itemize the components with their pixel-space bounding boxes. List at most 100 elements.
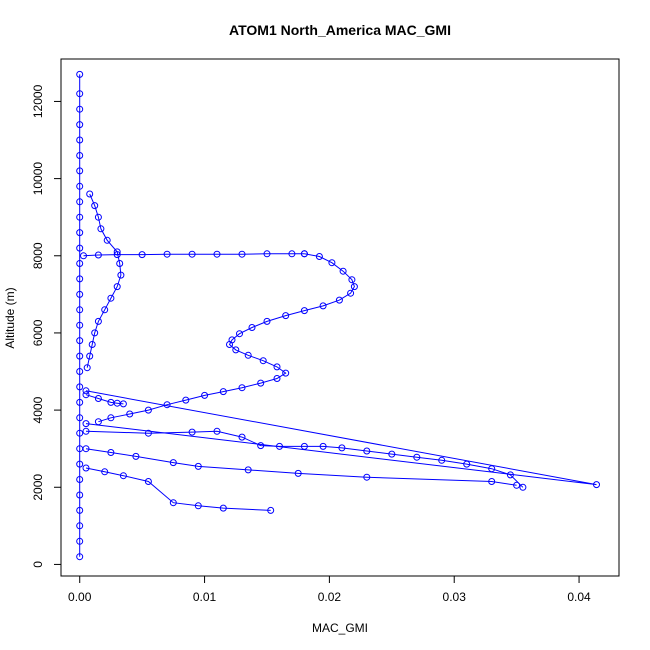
data-point [263, 317, 271, 325]
data-point [76, 522, 84, 530]
data-point [82, 420, 90, 428]
y-tick-label: 0 [31, 561, 45, 568]
series-0 [76, 70, 84, 561]
data-point [388, 450, 396, 458]
data-point [76, 136, 84, 144]
series-5 [82, 445, 521, 489]
data-point [144, 429, 152, 437]
y-axis: 0 2000 4000 6000 8000 10000 12000 [31, 84, 61, 568]
data-point [101, 468, 109, 476]
series-8 [82, 391, 127, 408]
data-point [76, 398, 84, 406]
data-point [276, 442, 283, 450]
data-point [188, 250, 196, 258]
data-point [82, 391, 90, 399]
data-point [94, 251, 102, 259]
data-point [335, 296, 343, 304]
data-point [300, 250, 308, 258]
series-line [85, 394, 124, 405]
data-point [126, 410, 134, 418]
series-6 [82, 464, 275, 514]
data-point [248, 324, 256, 331]
data-point [300, 307, 308, 315]
data-point [76, 152, 84, 159]
data-point [438, 456, 446, 464]
data-point [213, 427, 221, 435]
data-point [76, 337, 84, 345]
y-tick-label: 8000 [31, 242, 45, 269]
data-point [76, 321, 84, 329]
data-point [194, 462, 202, 470]
data-point [101, 306, 109, 314]
x-axis-label: MAC_GMI [312, 621, 368, 635]
y-tick-label: 10000 [31, 162, 45, 196]
data-point [97, 225, 105, 233]
data-point [363, 447, 371, 455]
data-point [348, 276, 356, 284]
data-point [82, 427, 90, 435]
data-point [76, 383, 84, 391]
data-point [413, 453, 421, 461]
y-tick-label: 6000 [31, 319, 45, 346]
data-point [83, 364, 91, 372]
data-point [519, 483, 527, 491]
data-point [347, 289, 355, 297]
y-axis-label: Altitude (m) [3, 287, 17, 348]
data-point [201, 391, 209, 399]
plot-frame [60, 58, 620, 577]
data-point [113, 248, 121, 256]
data-point [76, 476, 84, 483]
data-point [169, 499, 177, 507]
data-point [76, 506, 84, 514]
series-line [83, 253, 305, 257]
data-point [339, 267, 347, 275]
data-point [282, 312, 290, 320]
data-point [300, 442, 308, 450]
y-tick-label: 4000 [31, 396, 45, 423]
data-point [76, 105, 84, 113]
data-point [117, 271, 125, 279]
data-point [488, 478, 496, 485]
data-point [76, 244, 84, 252]
data-point [82, 387, 90, 395]
data-point [107, 449, 115, 456]
data-point [506, 471, 514, 479]
series-4 [82, 427, 527, 491]
data-point [219, 388, 227, 396]
chart-title: ATOM1 North_America MAC_GMI [229, 22, 451, 38]
data-point [463, 460, 471, 468]
data-point [593, 481, 600, 489]
data-point [76, 90, 84, 98]
data-point [236, 330, 243, 338]
x-tick-label: 0.02 [318, 590, 342, 604]
y-tick-label: 12000 [31, 84, 45, 118]
data-point [338, 444, 346, 452]
data-point [319, 442, 327, 450]
data-point [76, 553, 84, 561]
data-point [94, 317, 102, 325]
data-point [119, 400, 127, 408]
x-axis: 0.00 0.01 0.02 0.03 0.04 [68, 576, 591, 604]
data-point [76, 260, 84, 267]
data-point [238, 384, 246, 392]
data-point [76, 491, 84, 499]
data-point [91, 202, 99, 210]
data-point [244, 351, 252, 359]
data-point [138, 251, 146, 259]
data-point [238, 433, 246, 441]
data-point [107, 294, 115, 302]
data-point [76, 70, 84, 78]
data-point [86, 352, 94, 360]
data-point [76, 290, 84, 298]
data-point [144, 406, 152, 414]
x-tick-label: 0.04 [567, 590, 591, 604]
data-point [76, 352, 84, 360]
data-point [76, 429, 84, 437]
data-point [319, 302, 327, 310]
data-point [76, 182, 84, 190]
data-point [76, 306, 84, 314]
data-point [107, 414, 115, 422]
x-tick-label: 0.03 [443, 590, 467, 604]
data-point [259, 357, 267, 365]
